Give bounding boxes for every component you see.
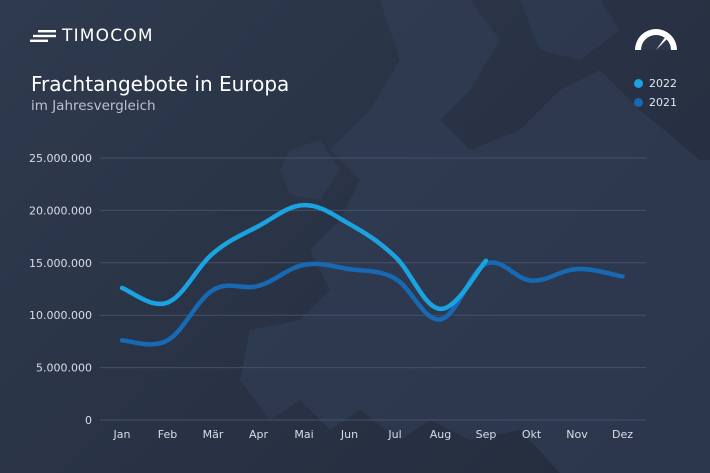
legend-item-2021: 2021 [634, 93, 677, 112]
x-tick-label: Mär [203, 428, 224, 441]
speed-lines-icon [30, 30, 56, 42]
y-tick-label: 10.000.000 [29, 309, 92, 322]
x-tick-label: Aug [430, 428, 451, 441]
legend-label-2022: 2022 [649, 77, 677, 90]
legend-label-2021: 2021 [649, 96, 677, 109]
gauge-icon [635, 29, 677, 50]
y-tick-label: 5.000.000 [36, 362, 92, 375]
x-tick-label: Sep [476, 428, 497, 441]
x-tick-label: Feb [158, 428, 177, 441]
x-tick-label: Jun [340, 428, 358, 441]
chart-legend: 2022 2021 [634, 74, 677, 112]
chart-title: Frachtangebote in Europa [31, 72, 290, 96]
x-tick-label: Dez [612, 428, 633, 441]
brand-name: TIMOCOM [62, 26, 154, 46]
y-tick-label: 20.000.000 [29, 204, 92, 217]
legend-marker-2022 [634, 79, 643, 88]
x-tick-label: Jul [387, 428, 401, 441]
brand-logo: TIMOCOM [30, 26, 154, 46]
legend-item-2022: 2022 [634, 74, 677, 93]
y-tick-label: 25.000.000 [29, 152, 92, 165]
chart-subtitle: im Jahresvergleich [31, 98, 156, 114]
series-line-2021 [119, 260, 625, 347]
x-tick-label: Nov [566, 428, 588, 441]
x-tick-label: Jan [113, 428, 131, 441]
x-tick-label: Mai [294, 428, 313, 441]
x-tick-label: Apr [249, 428, 269, 441]
y-tick-label: 15.000.000 [29, 257, 92, 270]
y-tick-label: 0 [85, 414, 92, 427]
legend-marker-2021 [634, 98, 643, 107]
x-tick-label: Okt [522, 428, 542, 441]
series-line-2022 [119, 202, 489, 312]
